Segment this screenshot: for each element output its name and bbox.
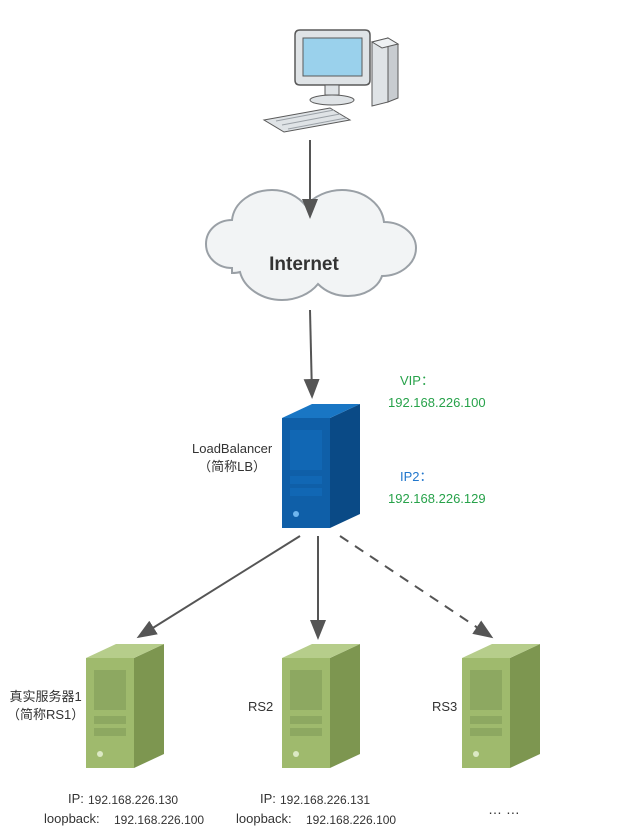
rs2-server-icon <box>282 644 360 768</box>
rs2-loopback-prefix: loopback: <box>236 810 292 828</box>
rs2-label: RS2 <box>248 698 273 716</box>
rs2-ip-value: 192.168.226.131 <box>280 792 370 809</box>
rs2-loopback-value: 192.168.226.100 <box>306 812 396 829</box>
rs1-loopback-value: 192.168.226.100 <box>114 812 204 829</box>
rs1-sub: （简称RS1） <box>7 707 84 722</box>
lb-label: LoadBalancer （简称LB） <box>192 440 272 476</box>
client-pc-icon <box>264 30 398 132</box>
diagram-svg: Internet <box>0 0 619 832</box>
loadbalancer-server-icon <box>282 404 360 528</box>
vip-value: 192.168.226.100 <box>388 394 486 412</box>
vip-title: VIP： <box>400 372 434 390</box>
rs3-ellipsis: … … <box>488 800 520 820</box>
rs3-label: RS3 <box>432 698 457 716</box>
rs1-name: 真实服务器1 <box>10 689 82 704</box>
internet-label: Internet <box>269 254 339 275</box>
rs1-loopback-prefix: loopback: <box>44 810 100 828</box>
lb-sub: （简称LB） <box>198 459 266 474</box>
arrow-lb-rs3 <box>340 536 490 636</box>
lb-name: LoadBalancer <box>192 441 272 456</box>
rs2-ip-prefix: IP: <box>260 790 276 808</box>
rs1-ip-value: 192.168.226.130 <box>88 792 178 809</box>
arrow-lb-rs1 <box>140 536 300 636</box>
rs1-ip-prefix: IP: <box>68 790 84 808</box>
rs1-server-icon <box>86 644 164 768</box>
rs3-server-icon <box>462 644 540 768</box>
ip2-title: IP2： <box>400 468 433 486</box>
arrow-cloud-lb <box>310 310 312 395</box>
rs1-label: 真实服务器1 （简称RS1） <box>7 688 84 724</box>
ip2-value: 192.168.226.129 <box>388 490 486 508</box>
